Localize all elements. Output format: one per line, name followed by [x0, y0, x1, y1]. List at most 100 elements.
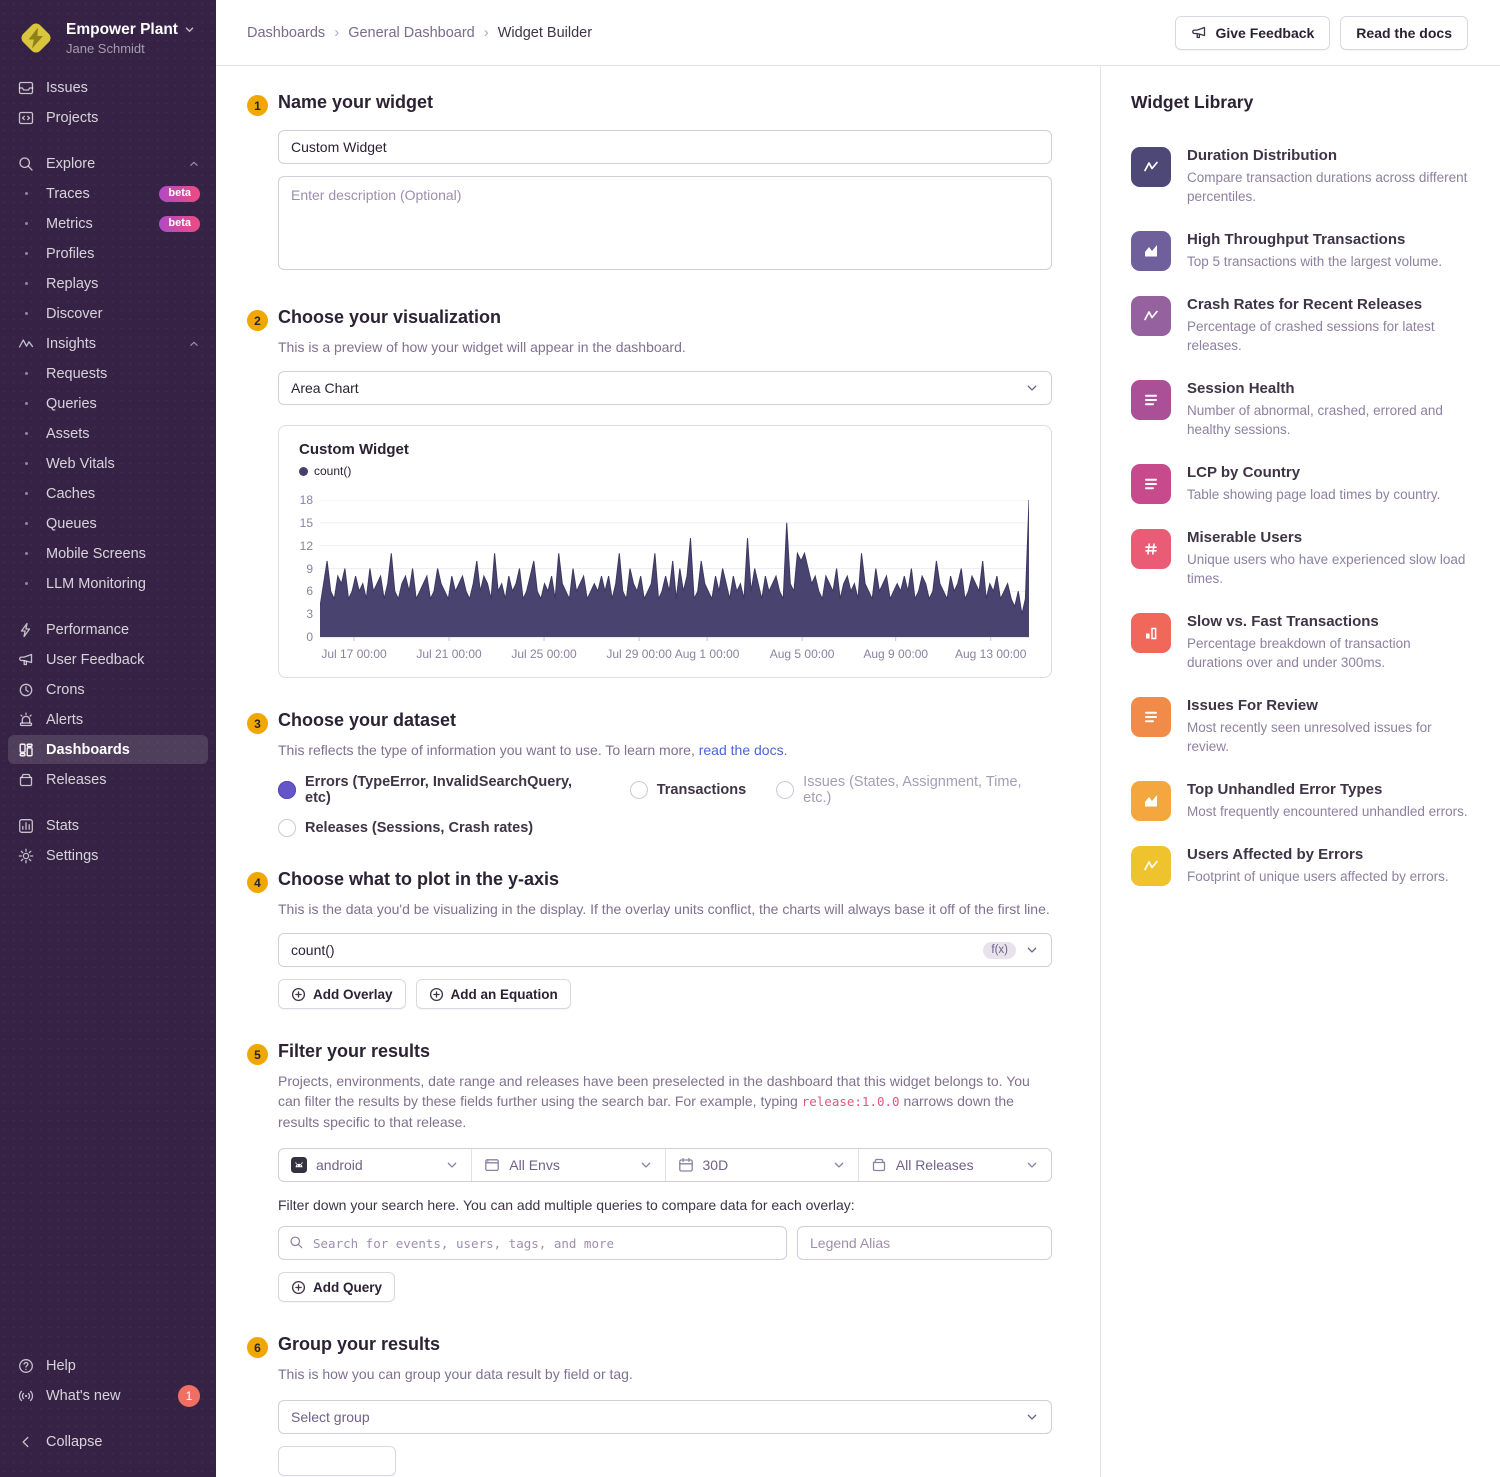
bullet-dot — [16, 192, 36, 195]
fx-badge: f(x) — [983, 941, 1016, 959]
bullet-dot — [16, 252, 36, 255]
y-tick: 9 — [306, 561, 313, 576]
y-axis-function-select[interactable]: count() f(x) — [278, 933, 1052, 967]
widget-library-item-issues-for-review[interactable]: Issues For Review Most recently seen unr… — [1131, 697, 1468, 756]
sidebar-item-caches[interactable]: Caches — [8, 479, 208, 508]
dashboards-icon — [16, 742, 36, 758]
widget-library-item-top-unhandled-error-types[interactable]: Top Unhandled Error Types Most frequentl… — [1131, 781, 1468, 821]
group-select[interactable]: Select group — [278, 1400, 1052, 1434]
sidebar-item-metrics[interactable]: Metrics beta — [8, 209, 208, 238]
read-docs-link[interactable]: read the docs — [698, 742, 784, 758]
sidebar-item-explore[interactable]: Explore — [8, 149, 208, 178]
dataset-options-row: Releases (Sessions, Crash rates) — [278, 819, 1052, 837]
sidebar-item-collapse[interactable]: Collapse — [8, 1427, 208, 1456]
user-name: Jane Schmidt — [66, 40, 145, 56]
breadcrumb-separator: › — [483, 24, 489, 41]
sidebar-item-projects[interactable]: Projects — [8, 103, 208, 132]
sidebar-item-replays[interactable]: Replays — [8, 269, 208, 298]
sidebar-item-performance[interactable]: Performance — [8, 615, 208, 644]
widget-name-input[interactable] — [278, 130, 1052, 164]
widget-library-item-slow-vs-fast-transactions[interactable]: Slow vs. Fast Transactions Percentage br… — [1131, 613, 1468, 672]
widget-builder-form: 1 Name your widget 2 Choose your visuali… — [216, 66, 1100, 1477]
sidebar-item-help[interactable]: Help — [8, 1351, 208, 1380]
bullet-dot — [16, 522, 36, 525]
sidebar-item-web-vitals[interactable]: Web Vitals — [8, 449, 208, 478]
sidebar-item-user-feedback[interactable]: User Feedback — [8, 645, 208, 674]
widget-library-item-high-throughput-transactions[interactable]: High Throughput Transactions Top 5 trans… — [1131, 231, 1468, 271]
sidebar-item-crons[interactable]: Crons — [8, 675, 208, 704]
line-chart-icon — [1131, 846, 1171, 886]
legend-alias-input[interactable] — [797, 1226, 1052, 1260]
projects-icon — [16, 110, 36, 126]
add-group-button[interactable] — [278, 1446, 396, 1476]
widget-library-item-miserable-users[interactable]: Miserable Users Unique users who have ex… — [1131, 529, 1468, 588]
step-title: Choose your visualization — [278, 307, 502, 327]
bullet-dot — [16, 552, 36, 555]
filter-android[interactable]: android — [279, 1149, 473, 1181]
breadcrumb-dashboards[interactable]: Dashboards — [247, 24, 326, 41]
chevron-up-icon[interactable] — [188, 338, 200, 350]
performance-icon — [16, 622, 36, 638]
filter-all-envs[interactable]: All Envs — [472, 1149, 666, 1181]
step-y-axis: 4 Choose what to plot in the y-axis This… — [247, 869, 1100, 1009]
step-number-badge: 2 — [247, 310, 268, 331]
sidebar-item-discover[interactable]: Discover — [8, 299, 208, 328]
dataset-option-errors-typeerror-invalidsearchquery-etc[interactable]: Errors (TypeError, InvalidSearchQuery, e… — [278, 774, 600, 806]
sidebar-item-requests[interactable]: Requests — [8, 359, 208, 388]
dataset-option-transactions[interactable]: Transactions — [629, 781, 746, 799]
step-number-badge: 6 — [247, 1337, 268, 1358]
bullet-dot — [16, 282, 36, 285]
widget-description-input[interactable] — [278, 176, 1052, 270]
filter-hint: Filter down your search here. You can ad… — [278, 1197, 855, 1213]
filter-30d[interactable]: 30D — [666, 1149, 859, 1181]
widget-library-item-session-health[interactable]: Session Health Number of abnormal, crash… — [1131, 380, 1468, 439]
sidebar-item-issues[interactable]: Issues — [8, 73, 208, 102]
read-docs-button[interactable]: Read the docs — [1340, 15, 1468, 50]
sidebar-item-traces[interactable]: Traces beta — [8, 179, 208, 208]
add-overlay-button[interactable]: Add Overlay — [278, 979, 406, 1009]
give-feedback-button[interactable]: Give Feedback — [1175, 15, 1331, 50]
sidebar-nav: Issues Projects Explore Traces beta Metr… — [0, 72, 216, 871]
sidebar-item-dashboards[interactable]: Dashboards — [8, 735, 208, 764]
sidebar-item-settings[interactable]: Settings — [8, 841, 208, 870]
y-tick: 15 — [299, 515, 313, 530]
sidebar-item-insights[interactable]: Insights — [8, 329, 208, 358]
radio-unselected-icon[interactable] — [629, 781, 648, 799]
sidebar-item-queries[interactable]: Queries — [8, 389, 208, 418]
widget-library-item-duration-distribution[interactable]: Duration Distribution Compare transactio… — [1131, 147, 1468, 206]
issues-icon — [16, 80, 36, 96]
x-tick: Aug 9 00:00 — [863, 647, 929, 661]
widget-library-item-crash-rates-for-recent-releases[interactable]: Crash Rates for Recent Releases Percenta… — [1131, 296, 1468, 355]
sidebar-item-assets[interactable]: Assets — [8, 419, 208, 448]
org-switcher[interactable]: Empower Plant Jane Schmidt — [0, 14, 216, 72]
add-query-button[interactable]: Add Query — [278, 1272, 396, 1302]
sidebar-item-stats[interactable]: Stats — [8, 811, 208, 840]
chevron-up-icon[interactable] — [188, 158, 200, 170]
breadcrumb-separator: › — [334, 24, 340, 41]
dataset-option-releases-sessions-crash-rates[interactable]: Releases (Sessions, Crash rates) — [278, 819, 533, 837]
step-subtitle: This is how you can group your data resu… — [278, 1366, 633, 1382]
visualization-select[interactable]: Area Chart — [278, 371, 1052, 405]
sidebar-item-releases[interactable]: Releases — [8, 765, 208, 794]
sidebar-item-alerts[interactable]: Alerts — [8, 705, 208, 734]
widget-library-item-users-affected-by-errors[interactable]: Users Affected by Errors Footprint of un… — [1131, 846, 1468, 886]
breadcrumb-general-dashboard[interactable]: General Dashboard — [348, 24, 475, 41]
add-equation-button[interactable]: Add an Equation — [415, 979, 571, 1009]
radio-unselected-icon[interactable] — [278, 819, 296, 837]
filter-all-releases[interactable]: All Releases — [859, 1149, 1051, 1181]
sidebar-item-mobile-screens[interactable]: Mobile Screens — [8, 539, 208, 568]
bullet-dot — [16, 492, 36, 495]
radio-selected-icon[interactable] — [278, 781, 296, 799]
chevron-down-icon — [1025, 943, 1039, 957]
widget-library-item-lcp-by-country[interactable]: LCP by Country Table showing page load t… — [1131, 464, 1468, 504]
main-area: Dashboards › General Dashboard › Widget Buil… — [216, 0, 1500, 1477]
sidebar-item-queues[interactable]: Queues — [8, 509, 208, 538]
sidebar-item-profiles[interactable]: Profiles — [8, 239, 208, 268]
org-logo-icon — [16, 18, 56, 58]
query-row — [278, 1226, 1052, 1260]
query-search-input[interactable] — [278, 1226, 787, 1260]
sidebar-item-llm-monitoring[interactable]: LLM Monitoring — [8, 569, 208, 598]
bullet-dot — [16, 582, 36, 585]
sidebar-item-what-s-new[interactable]: What's new 1 — [8, 1381, 208, 1410]
x-tick: Jul 25 00:00 — [511, 647, 577, 661]
